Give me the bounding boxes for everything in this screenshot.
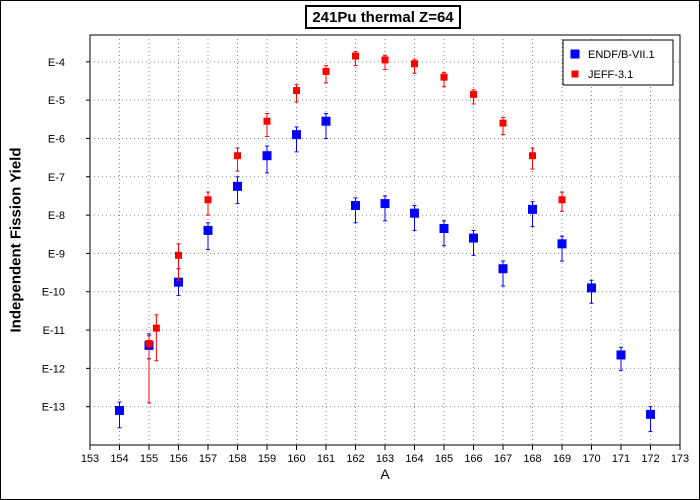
x-tick-label: 157 — [199, 453, 217, 465]
data-point — [351, 201, 360, 211]
x-tick-label: 169 — [553, 453, 571, 465]
x-tick-label: 155 — [140, 453, 158, 465]
data-point — [470, 90, 477, 98]
y-tick-label: E-10 — [42, 287, 65, 299]
data-point — [292, 130, 301, 140]
data-point — [469, 233, 478, 243]
data-point — [352, 52, 359, 60]
x-tick-label: 163 — [376, 453, 394, 465]
data-point — [175, 251, 182, 259]
legend-label: ENDF/B-VII.1 — [588, 49, 655, 61]
data-point — [174, 277, 183, 287]
data-point — [381, 56, 389, 64]
y-tick-label: E-9 — [48, 248, 65, 260]
data-point — [145, 339, 153, 347]
x-tick-label: 168 — [523, 453, 541, 465]
x-tick-label: 162 — [346, 453, 364, 465]
data-point — [557, 239, 567, 249]
y-tick-label: E-11 — [43, 325, 65, 337]
data-point — [440, 73, 448, 81]
x-tick-label: 170 — [582, 453, 600, 465]
x-tick-label: 154 — [110, 453, 128, 465]
chart-title: 241Pu thermal Z=64 — [305, 5, 461, 29]
x-tick-label: 167 — [494, 453, 512, 465]
y-tick-label: E-5 — [48, 95, 65, 107]
legend — [562, 39, 674, 86]
y-tick-label: E-12 — [42, 363, 65, 375]
data-point — [322, 67, 330, 75]
data-point — [204, 196, 212, 204]
x-tick-label: 161 — [317, 453, 335, 465]
x-tick-label: 159 — [258, 453, 276, 465]
data-point — [380, 199, 390, 209]
x-tick-label: 160 — [287, 453, 305, 465]
y-tick-label: E-8 — [48, 210, 65, 222]
x-tick-label: 153 — [81, 453, 99, 465]
data-point — [529, 152, 536, 160]
data-point — [646, 409, 655, 419]
data-point — [410, 208, 419, 218]
y-tick-label: E-4 — [48, 57, 65, 69]
data-point — [499, 119, 507, 127]
legend-marker — [570, 49, 580, 59]
x-tick-label: 164 — [405, 453, 423, 465]
x-tick-label: 165 — [435, 453, 453, 465]
data-point — [233, 181, 242, 191]
data-point — [115, 406, 124, 416]
legend-marker — [571, 70, 579, 78]
data-point — [528, 204, 537, 214]
data-point — [262, 151, 272, 161]
data-point — [558, 196, 566, 204]
y-tick-label: E-6 — [48, 133, 65, 145]
y-tick-label: E-7 — [48, 172, 65, 184]
data-point — [321, 116, 331, 126]
data-point — [439, 224, 449, 234]
x-tick-label: 171 — [612, 453, 630, 465]
x-tick-label: 173 — [671, 453, 689, 465]
x-tick-label: 158 — [228, 453, 246, 465]
data-point — [203, 225, 213, 235]
data-point — [616, 350, 626, 360]
y-tick-label: E-13 — [42, 402, 65, 414]
x-tick-label: 156 — [169, 453, 187, 465]
x-tick-label: 172 — [641, 453, 659, 465]
data-point — [587, 283, 596, 293]
data-point — [234, 152, 241, 160]
x-tick-label: 166 — [464, 453, 482, 465]
data-point — [411, 60, 418, 68]
data-point — [263, 117, 271, 125]
data-point — [152, 324, 160, 332]
legend-label: JEFF-3.1 — [588, 69, 633, 81]
x-axis-label: A — [380, 466, 390, 482]
series-endf — [115, 113, 655, 433]
data-point — [293, 87, 300, 95]
data-point — [498, 264, 508, 274]
series-jeff — [145, 50, 566, 404]
